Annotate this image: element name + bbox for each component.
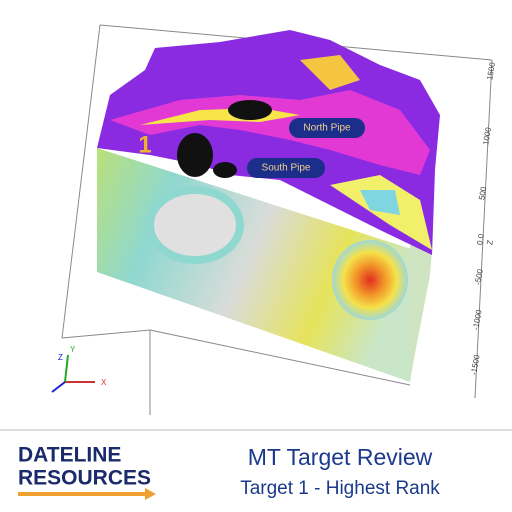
footer-subtitle: Target 1 - Highest Rank	[240, 478, 440, 499]
axis-name: Z	[485, 239, 495, 245]
front-anomaly	[146, 186, 244, 264]
drill-cluster	[228, 100, 272, 120]
triad-label: Y	[70, 345, 76, 354]
logo-line: RESOURCES	[18, 467, 151, 490]
surface-band	[300, 55, 360, 90]
axis-ticks: 1500 1000 500 0.0 Z -500 -1000 -1500	[469, 61, 497, 376]
drillholes	[177, 100, 272, 178]
drill-cluster	[213, 162, 237, 178]
triad-label: X	[101, 378, 107, 387]
triad-y	[64, 354, 69, 383]
surface-high	[110, 90, 430, 175]
north-pipe-label: North Pipe	[303, 123, 351, 134]
box-edge	[61, 24, 101, 339]
axis-tick: -500	[473, 268, 485, 286]
label-pill	[247, 158, 325, 178]
model-side-face	[410, 245, 432, 380]
axis-triad: X Y Z	[51, 345, 107, 393]
target-number: 1	[138, 131, 151, 158]
axis-tick: 1500	[485, 61, 497, 81]
axis-tick: -1500	[469, 353, 482, 375]
south-pipe-label: South Pipe	[262, 163, 311, 174]
logo-line: DATELINE	[18, 444, 121, 467]
conductor-anomaly	[332, 240, 408, 320]
axis-tick: 1000	[481, 126, 493, 146]
logo-arrow	[18, 488, 156, 500]
box-edge	[149, 329, 411, 386]
axis-tick: 500	[477, 185, 488, 200]
box-edge	[61, 329, 151, 339]
footer-title: MT Target Review	[248, 444, 433, 470]
axis-tick: 0.0	[475, 233, 486, 246]
triad-label: Z	[58, 353, 63, 362]
box-edge	[474, 59, 493, 399]
surface-band	[360, 190, 400, 215]
drill-cluster	[177, 133, 213, 177]
triad-z	[51, 381, 66, 393]
surface-band	[330, 175, 432, 250]
label-pill	[289, 118, 365, 138]
axis-tick: -1000	[471, 308, 484, 330]
